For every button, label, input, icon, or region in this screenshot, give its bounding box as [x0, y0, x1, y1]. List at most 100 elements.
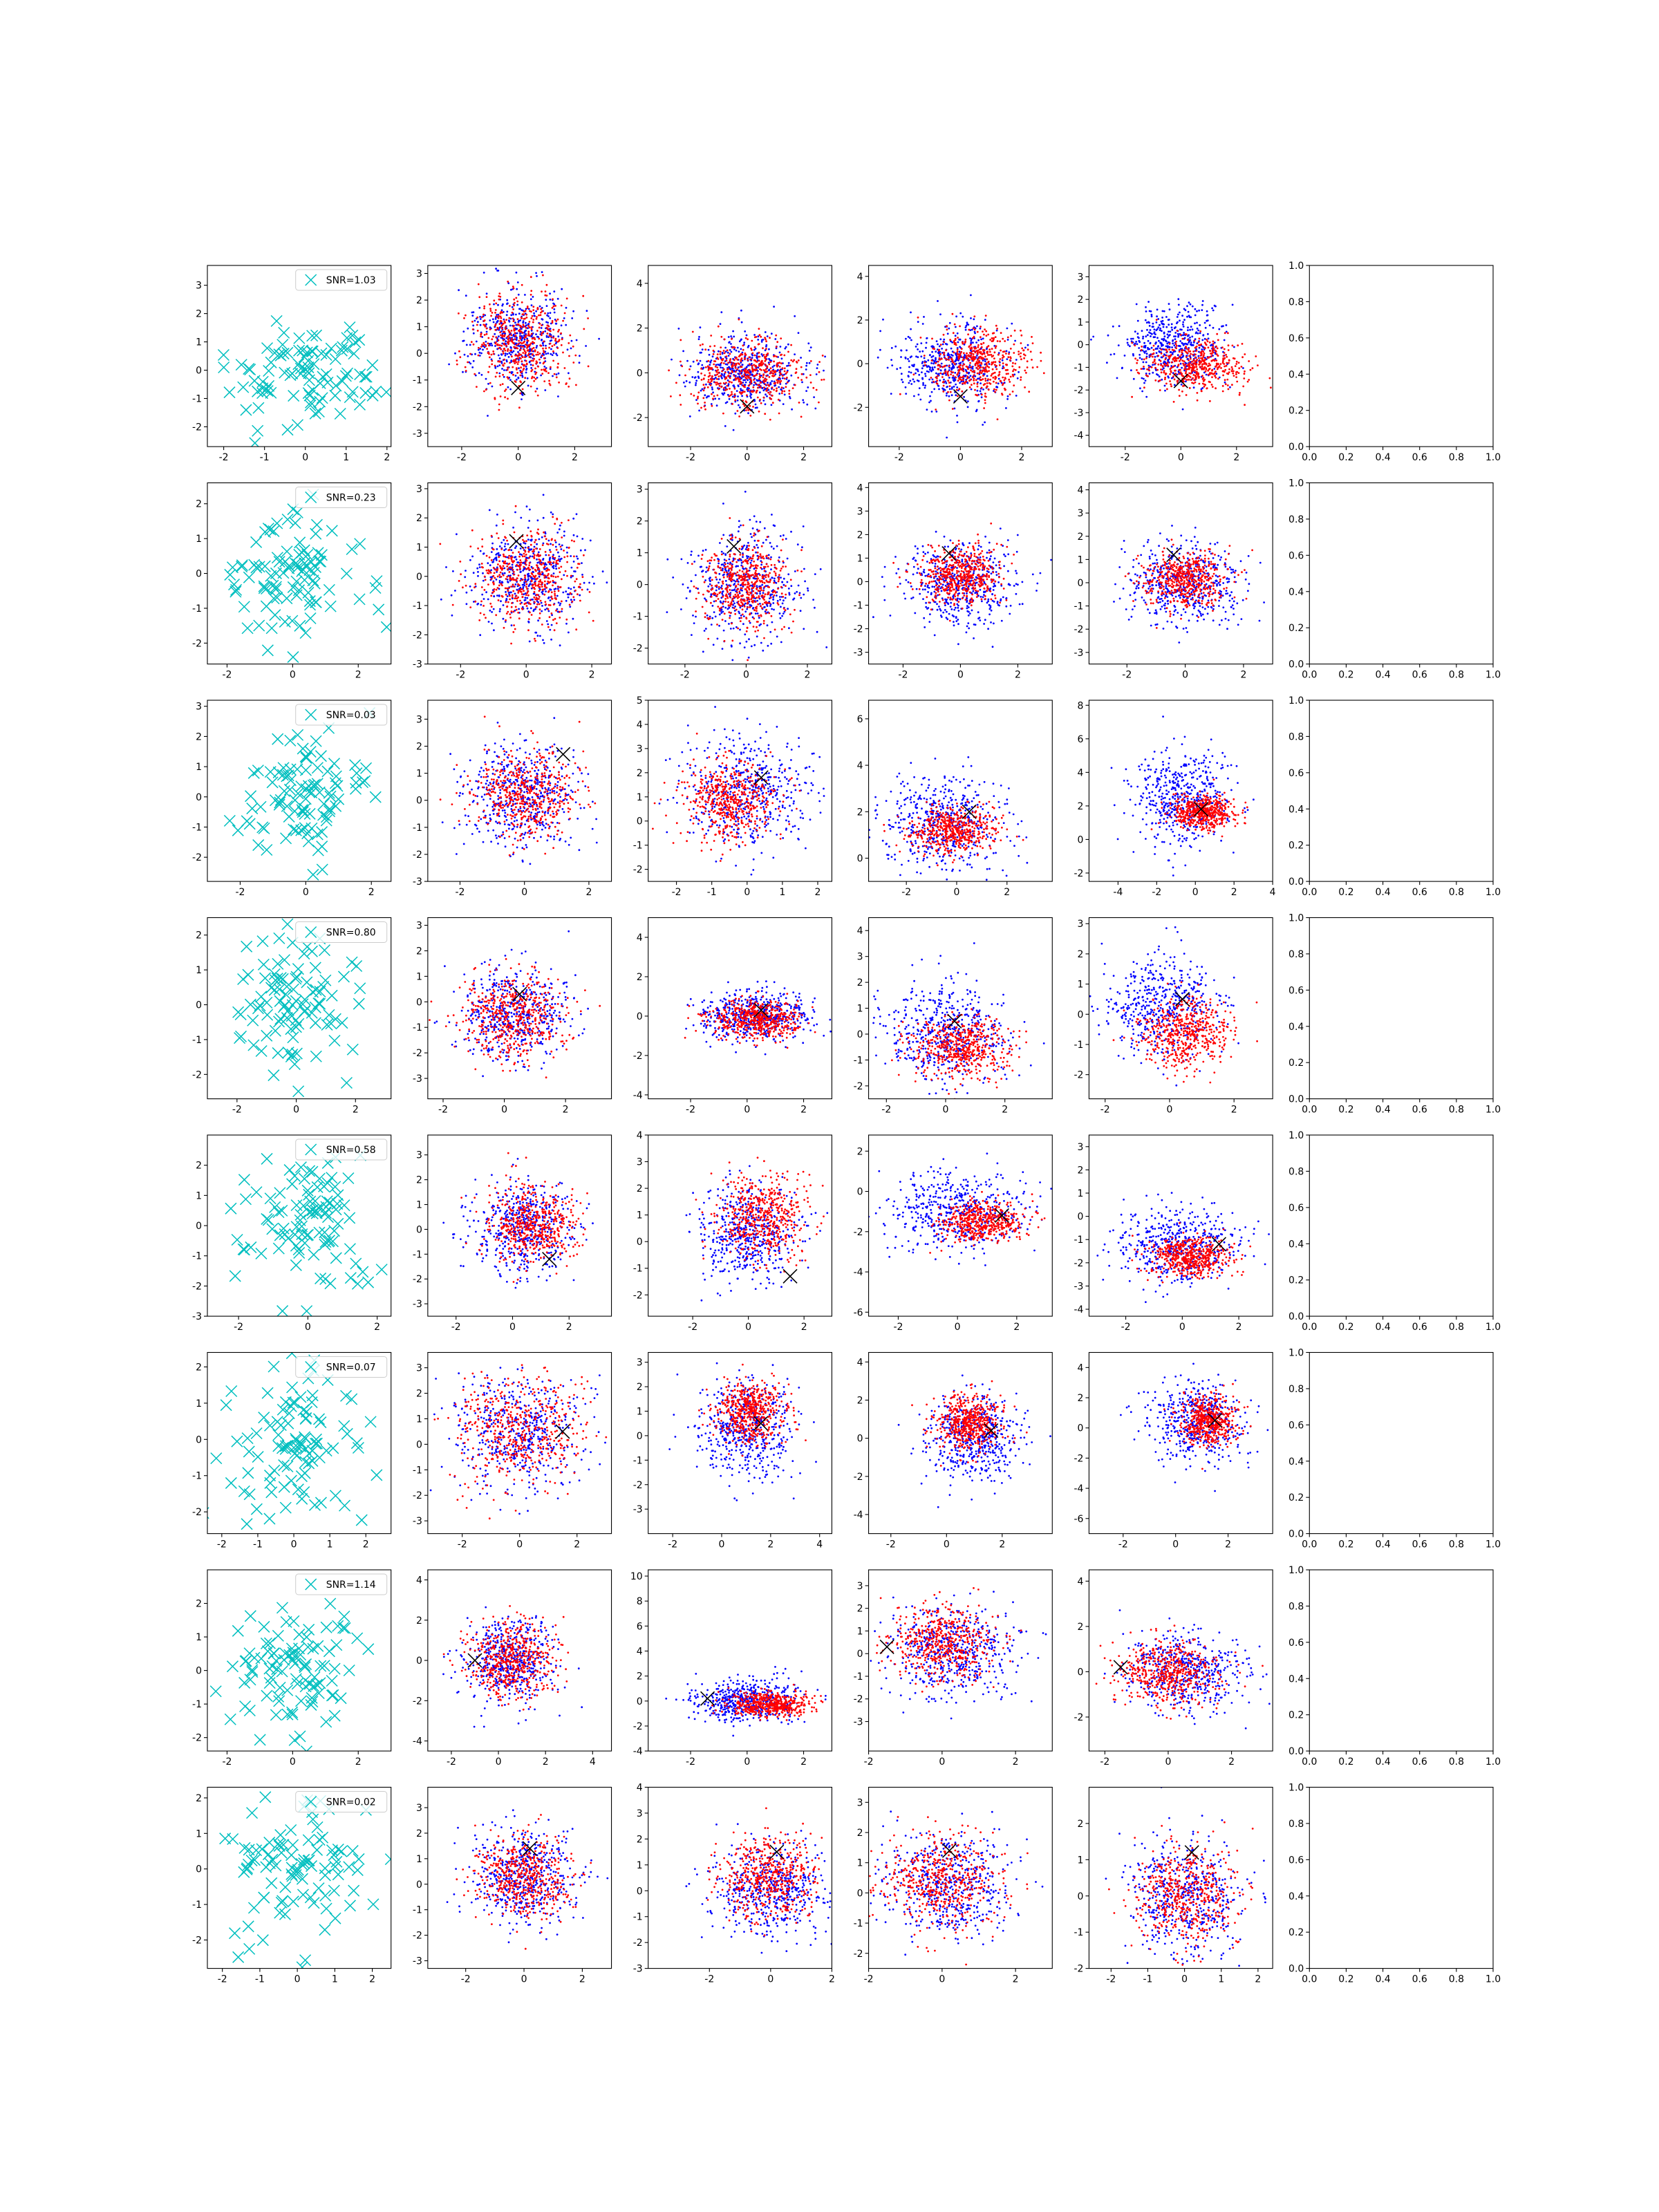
point [1006, 397, 1009, 400]
point [1172, 342, 1174, 345]
point [507, 386, 509, 388]
point [740, 339, 742, 341]
point [974, 356, 976, 358]
point [800, 415, 803, 418]
point [729, 377, 731, 379]
point [497, 328, 499, 330]
point [1190, 379, 1192, 381]
point [555, 373, 558, 376]
point [525, 362, 528, 365]
point [516, 355, 518, 357]
point [495, 614, 498, 617]
point [575, 513, 578, 516]
point [976, 389, 979, 392]
point [738, 415, 740, 418]
point [720, 382, 722, 385]
point [927, 359, 930, 362]
point [753, 384, 755, 386]
point [1193, 379, 1195, 382]
point [512, 366, 514, 368]
point [1165, 373, 1168, 375]
point [970, 352, 973, 355]
point [950, 373, 952, 375]
point [541, 373, 544, 375]
point [1173, 378, 1176, 381]
point [490, 551, 493, 553]
point [762, 379, 765, 382]
point [955, 344, 957, 346]
point [1164, 358, 1167, 361]
point [1182, 321, 1185, 324]
point [1179, 359, 1181, 362]
point [1201, 377, 1204, 380]
point [758, 391, 761, 394]
point [1197, 355, 1200, 357]
point [583, 328, 585, 330]
point [545, 563, 547, 566]
point [1159, 329, 1161, 331]
point [757, 370, 759, 372]
point [1018, 350, 1020, 353]
point [531, 348, 534, 350]
point [531, 337, 534, 340]
point [1146, 368, 1148, 371]
point [725, 376, 727, 379]
point [547, 626, 550, 628]
point [727, 368, 729, 371]
point [480, 346, 482, 348]
point [773, 364, 776, 367]
point [532, 577, 534, 580]
x-tick-label: 2 [1019, 452, 1025, 463]
point [721, 377, 723, 379]
point [522, 570, 525, 572]
point [535, 353, 538, 356]
point [477, 574, 479, 577]
point [739, 406, 741, 409]
point-marker [305, 556, 317, 568]
point [536, 577, 538, 580]
point [1208, 362, 1210, 365]
point [545, 590, 547, 592]
point [552, 352, 555, 354]
point [1225, 364, 1228, 367]
point [753, 379, 755, 381]
point [1154, 355, 1156, 358]
point-marker [253, 619, 265, 632]
point [691, 376, 694, 378]
point [986, 371, 988, 373]
y-tick-label: 0 [857, 359, 863, 370]
point [1140, 368, 1143, 370]
point [942, 391, 945, 393]
point [1131, 341, 1134, 344]
point [983, 333, 985, 336]
point [1213, 368, 1216, 370]
point [955, 315, 957, 318]
point [954, 371, 957, 374]
point [1161, 344, 1163, 346]
point [731, 381, 733, 384]
point-marker [315, 549, 328, 561]
point [937, 350, 940, 353]
point [773, 306, 775, 308]
point [751, 364, 753, 367]
point [999, 358, 1002, 360]
x-tick-label: 0.0 [1302, 452, 1317, 463]
point [1162, 339, 1165, 341]
point [509, 591, 512, 594]
point [1174, 335, 1177, 337]
point [943, 378, 945, 381]
point [1178, 368, 1181, 371]
point [1224, 383, 1227, 386]
point [562, 351, 564, 354]
point [948, 321, 951, 324]
point [992, 339, 995, 341]
point [679, 339, 682, 341]
point [984, 358, 986, 361]
point [925, 346, 927, 349]
point [1257, 364, 1259, 366]
point [980, 364, 982, 367]
point [510, 359, 513, 362]
point [708, 353, 711, 356]
point [763, 386, 765, 388]
point [749, 393, 752, 395]
